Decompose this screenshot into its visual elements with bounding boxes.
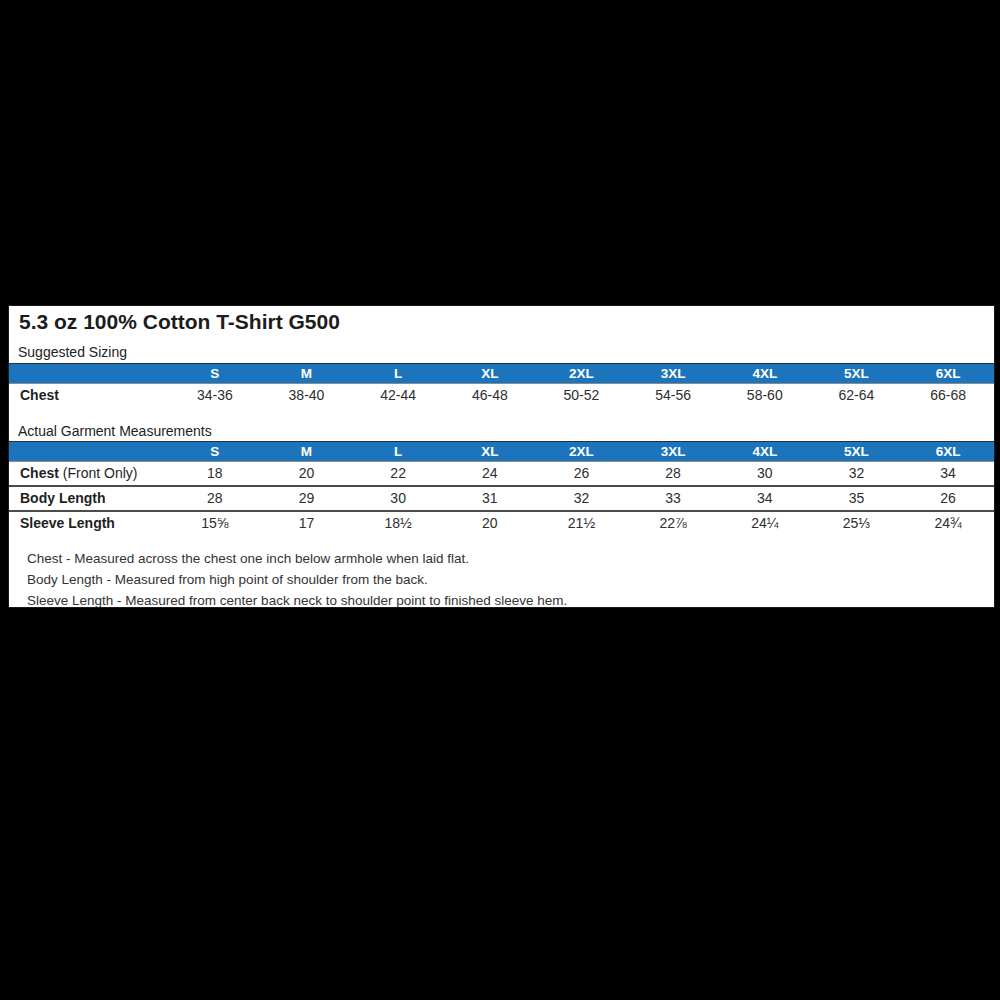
- row-label-suffix: (Front Only): [59, 465, 138, 481]
- size-col-header: 4XL: [719, 441, 811, 461]
- measurement-cell: 24¼: [719, 511, 811, 535]
- size-col-header: M: [261, 441, 353, 461]
- note-sleeve-length: Sleeve Length - Measured from center bac…: [27, 590, 994, 608]
- measurement-cell: 34-36: [169, 383, 261, 407]
- row-label-text: Chest: [20, 465, 59, 481]
- measurement-cell: 26: [902, 486, 994, 511]
- size-header-row: S M L XL 2XL 3XL 4XL 5XL 6XL: [9, 441, 994, 461]
- measurement-cell: 54-56: [627, 383, 719, 407]
- black-background: 5.3 oz 100% Cotton T-Shirt G500 Suggeste…: [0, 0, 1000, 1000]
- measurement-cell: 17: [261, 511, 353, 535]
- measurement-cell: 24: [444, 461, 536, 486]
- measurement-cell: 34: [719, 486, 811, 511]
- size-col-header: 2XL: [536, 441, 628, 461]
- size-col-header: L: [352, 363, 444, 383]
- measurement-cell: 18: [169, 461, 261, 486]
- measurement-cell: 34: [902, 461, 994, 486]
- size-col-header: L: [352, 441, 444, 461]
- note-chest: Chest - Measured across the chest one in…: [27, 548, 994, 569]
- size-col-header: 5XL: [811, 441, 903, 461]
- measurement-cell: 30: [719, 461, 811, 486]
- measurement-cell: 28: [627, 461, 719, 486]
- row-label-text: Sleeve Length: [20, 515, 115, 531]
- section-label-garment-measurements: Actual Garment Measurements: [18, 424, 994, 439]
- measurement-cell: 25⅓: [811, 511, 903, 535]
- measurement-cell: 58-60: [719, 383, 811, 407]
- size-col-header: 2XL: [536, 363, 628, 383]
- table-row-sleeve-length: Sleeve Length 15⅝ 17 18½ 20 21½ 22⅞ 24¼ …: [9, 511, 994, 535]
- measurement-cell: 38-40: [261, 383, 353, 407]
- size-header-empty-cell: [9, 363, 169, 383]
- measurement-cell: 29: [261, 486, 353, 511]
- measurement-cell: 18½: [352, 511, 444, 535]
- table-row-body-length: Body Length 28 29 30 31 32 33 34 35 26: [9, 486, 994, 511]
- table-row-chest-front-only: Chest (Front Only) 18 20 22 24 26 28 30 …: [9, 461, 994, 486]
- table-row-chest: Chest 34-36 38-40 42-44 46-48 50-52 54-5…: [9, 383, 994, 407]
- note-body-length: Body Length - Measured from high point o…: [27, 569, 994, 590]
- size-col-header: 6XL: [902, 363, 994, 383]
- row-label: Chest (Front Only): [9, 461, 169, 486]
- size-col-header: 5XL: [811, 363, 903, 383]
- measurement-cell: 28: [169, 486, 261, 511]
- row-label-text: Chest: [20, 387, 59, 403]
- garment-measurements-table: S M L XL 2XL 3XL 4XL 5XL 6XL Chest (Fron…: [9, 441, 994, 535]
- size-col-header: XL: [444, 441, 536, 461]
- measurement-cell: 50-52: [536, 383, 628, 407]
- size-header-empty-cell: [9, 441, 169, 461]
- measurement-cell: 15⅝: [169, 511, 261, 535]
- measurement-cell: 62-64: [811, 383, 903, 407]
- measurement-cell: 35: [811, 486, 903, 511]
- measurement-cell: 24¾: [902, 511, 994, 535]
- size-col-header: S: [169, 441, 261, 461]
- size-col-header: S: [169, 363, 261, 383]
- measurement-cell: 42-44: [352, 383, 444, 407]
- size-col-header: 3XL: [627, 363, 719, 383]
- measurement-cell: 20: [261, 461, 353, 486]
- measurement-cell: 32: [536, 486, 628, 511]
- row-label-text: Body Length: [20, 490, 106, 506]
- measurement-cell: 46-48: [444, 383, 536, 407]
- size-col-header: 4XL: [719, 363, 811, 383]
- size-col-header: 6XL: [902, 441, 994, 461]
- measurement-cell: 30: [352, 486, 444, 511]
- measurement-cell: 33: [627, 486, 719, 511]
- measurement-cell: 20: [444, 511, 536, 535]
- measurement-cell: 22⅞: [627, 511, 719, 535]
- measurement-notes: Chest - Measured across the chest one in…: [27, 548, 994, 608]
- measurement-cell: 66-68: [902, 383, 994, 407]
- size-header-row: S M L XL 2XL 3XL 4XL 5XL 6XL: [9, 363, 994, 383]
- measurement-cell: 31: [444, 486, 536, 511]
- suggested-sizing-table: S M L XL 2XL 3XL 4XL 5XL 6XL Chest 34-36…: [9, 363, 994, 407]
- measurement-cell: 26: [536, 461, 628, 486]
- row-label: Chest: [9, 383, 169, 407]
- row-label: Sleeve Length: [9, 511, 169, 535]
- measurement-cell: 32: [811, 461, 903, 486]
- size-col-header: M: [261, 363, 353, 383]
- size-col-header: XL: [444, 363, 536, 383]
- size-chart-panel: 5.3 oz 100% Cotton T-Shirt G500 Suggeste…: [8, 305, 995, 608]
- row-label: Body Length: [9, 486, 169, 511]
- page-title: 5.3 oz 100% Cotton T-Shirt G500: [19, 310, 994, 334]
- section-label-suggested-sizing: Suggested Sizing: [18, 345, 994, 360]
- measurement-cell: 22: [352, 461, 444, 486]
- measurement-cell: 21½: [536, 511, 628, 535]
- size-col-header: 3XL: [627, 441, 719, 461]
